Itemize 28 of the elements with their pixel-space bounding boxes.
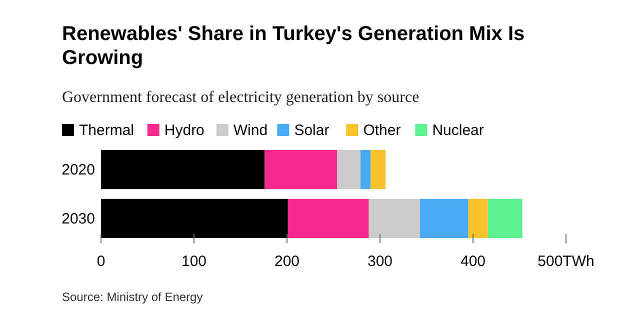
bar — [337, 150, 360, 190]
bar — [370, 150, 386, 190]
x-tick-label: 0 — [96, 253, 106, 270]
legend-label: Solar — [294, 122, 330, 139]
source-note: Source: Ministry of Energy — [62, 290, 203, 304]
x-tick-label: 500TWh — [538, 253, 594, 270]
bar — [468, 198, 488, 238]
x-tick-label: 400 — [460, 253, 486, 270]
bar — [368, 198, 420, 238]
bar — [101, 150, 265, 190]
bar — [101, 198, 288, 238]
y-tick-label: 2020 — [62, 162, 95, 179]
bar — [288, 198, 369, 238]
x-tick-label: 200 — [274, 253, 300, 270]
chart-title: Renewables' Share in Turkey's Generation Mix Is Growing — [62, 23, 525, 69]
bar — [420, 198, 468, 238]
x-tick-label: 100 — [181, 253, 207, 270]
legend-label: Hydro — [164, 122, 204, 139]
y-tick-label: 2030 — [62, 210, 95, 228]
legend-label: Other — [363, 122, 401, 139]
bar — [360, 150, 371, 190]
x-tick-label: 300 — [367, 253, 393, 270]
legend-label: Thermal — [79, 122, 134, 139]
chart-subtitle: Government forecast of electricity generation by source — [62, 89, 420, 106]
bar — [264, 150, 338, 190]
bar — [488, 198, 522, 238]
legend-label: Nuclear — [432, 122, 484, 139]
legend-label: Wind — [233, 122, 268, 139]
